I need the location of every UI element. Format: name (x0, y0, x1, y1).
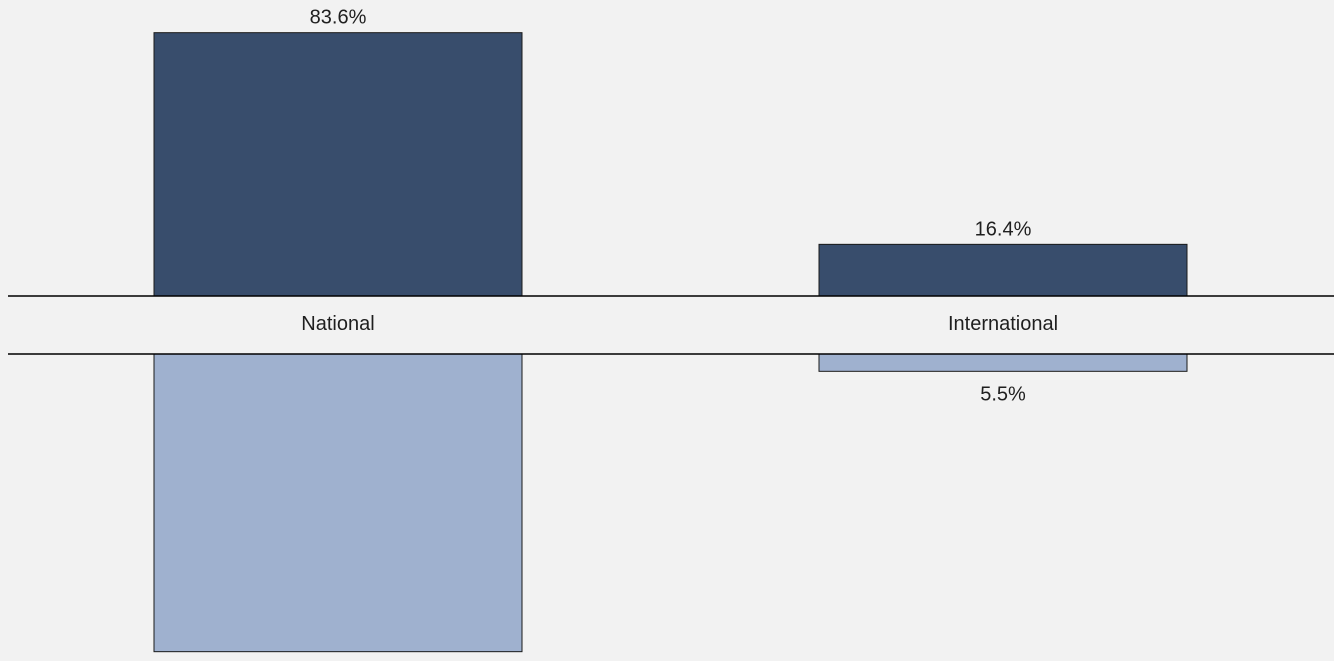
category-label-international: International (948, 313, 1058, 335)
bar-upper-national (153, 32, 523, 297)
upper-series-group: 83.6% 16.4% (153, 7, 1188, 297)
data-label-upper-international: 16.4% (975, 218, 1032, 240)
bar-lower-national (153, 353, 523, 653)
bar-lower-international (818, 353, 1188, 372)
category-label-group: National International (301, 313, 1058, 335)
category-label-national: National (301, 313, 374, 335)
data-label-lower-international: 5.5% (980, 383, 1026, 405)
bar-upper-international (818, 243, 1188, 297)
lower-series-group: 94.5%5.5% (153, 353, 1188, 653)
data-label-upper-national: 83.6% (310, 7, 367, 29)
